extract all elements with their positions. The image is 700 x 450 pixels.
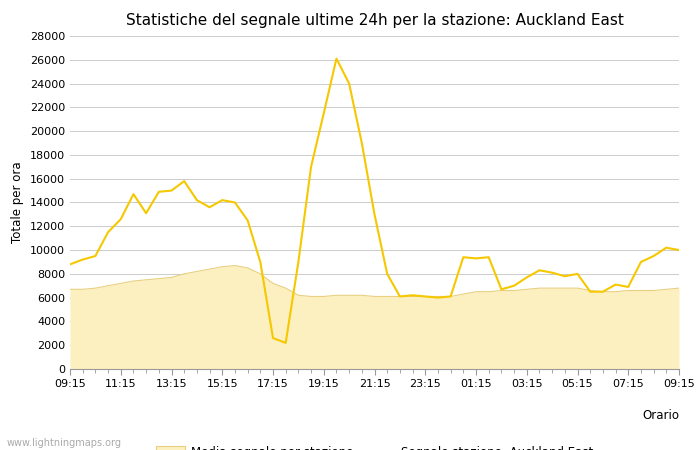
- Legend: Media segnale per stazione, Segnale stazione: Auckland East: Media segnale per stazione, Segnale staz…: [151, 441, 598, 450]
- Y-axis label: Totale per ora: Totale per ora: [11, 162, 25, 243]
- Text: Orario: Orario: [642, 409, 679, 422]
- Title: Statistiche del segnale ultime 24h per la stazione: Auckland East: Statistiche del segnale ultime 24h per l…: [125, 13, 624, 28]
- Text: www.lightningmaps.org: www.lightningmaps.org: [7, 438, 122, 448]
